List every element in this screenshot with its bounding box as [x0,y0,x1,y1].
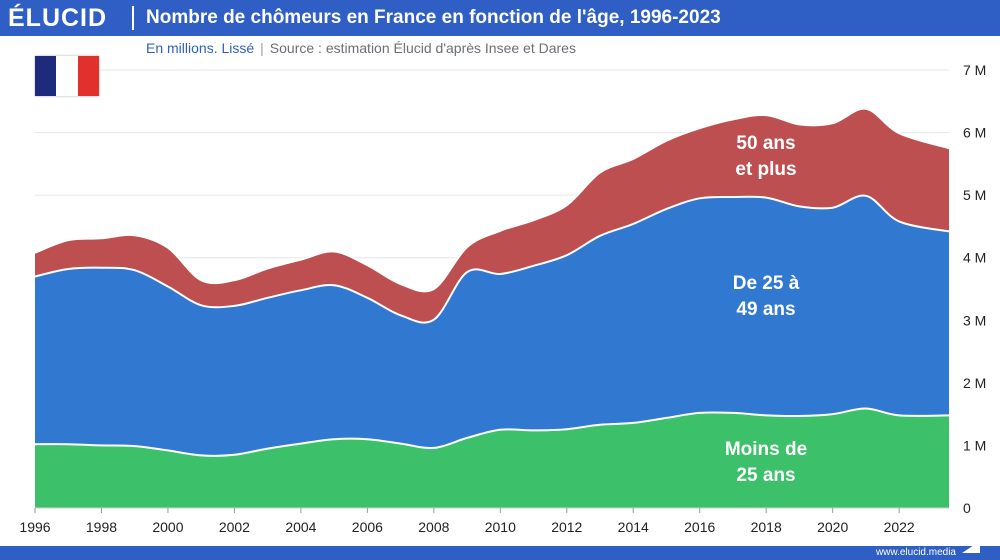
footer-bar [0,546,1000,560]
title-bar: ÉLUCID Nombre de chômeurs en France en f… [0,0,1000,36]
stacked-areas [35,108,949,508]
series-boundary-line [34,194,950,324]
x-tick-label: 2018 [751,519,782,535]
brand-logo: ÉLUCID [8,4,108,32]
flag-red-stripe [77,56,99,96]
subtitle-divider: | [260,40,264,56]
x-tick-label: 2004 [285,519,316,535]
series-labels: Moins de 25 ans De 25 à 49 ans 50 ans et plus [725,133,807,486]
x-tick-label: 2020 [817,519,848,535]
y-tick-label: 0 [963,500,971,516]
y-tick-label: 1 M [963,437,986,453]
x-tick-label: 2010 [485,519,516,535]
y-axis: 0 1 M 2 M 3 M 4 M 5 M 6 M 7 M [963,62,986,516]
x-tick-label: 2006 [352,519,383,535]
area-de-25-49-ans [35,195,949,456]
unit-note: En millions. Lissé [146,40,255,56]
y-tick-label: 3 M [963,312,986,328]
x-axis: 1996 1998 2000 2002 2004 2006 2008 2010 2012 2014… [19,507,949,535]
x-tick-label: 1996 [19,519,50,535]
title-separator [132,6,134,30]
france-flag [35,56,99,96]
series-boundary-line [34,407,950,457]
y-tick-label: 4 M [963,250,986,266]
y-tick-label: 7 M [963,62,986,78]
series-boundary-line [34,107,950,293]
chart-title: Nombre de chômeurs en France en fonction… [146,7,721,28]
y-tick-label: 5 M [963,187,986,203]
footer-url: www.elucid.media [875,547,956,558]
y-tick-label: 6 M [963,125,986,141]
x-tick-label: 2016 [684,519,715,535]
x-tick-label: 2014 [618,519,649,535]
x-tick-label: 2008 [418,519,449,535]
chart-subtitle: En millions. Lissé | Source : estimation É… [146,40,576,56]
series-label: Moins de 25 ans [725,439,807,486]
x-tick-label: 2002 [219,519,250,535]
x-tick-label: 2012 [551,519,582,535]
area-moins-de-25-ans [35,408,949,508]
flag-white-stripe [56,56,78,96]
x-tick-label: 2022 [884,519,915,535]
x-tick-label: 1998 [86,519,117,535]
source-note: Source : estimation Élucid d'après Insee… [269,40,576,56]
x-tick-label: 2000 [152,519,183,535]
y-tick-label: 2 M [963,375,986,391]
flag-blue-stripe [35,56,57,96]
series-boundaries [34,107,950,457]
area-50-ans-et-plus [35,108,949,323]
series-label: De 25 à 49 ans [733,273,800,320]
footer-logo-mark [962,541,980,553]
series-label: 50 ans et plus [735,133,796,180]
